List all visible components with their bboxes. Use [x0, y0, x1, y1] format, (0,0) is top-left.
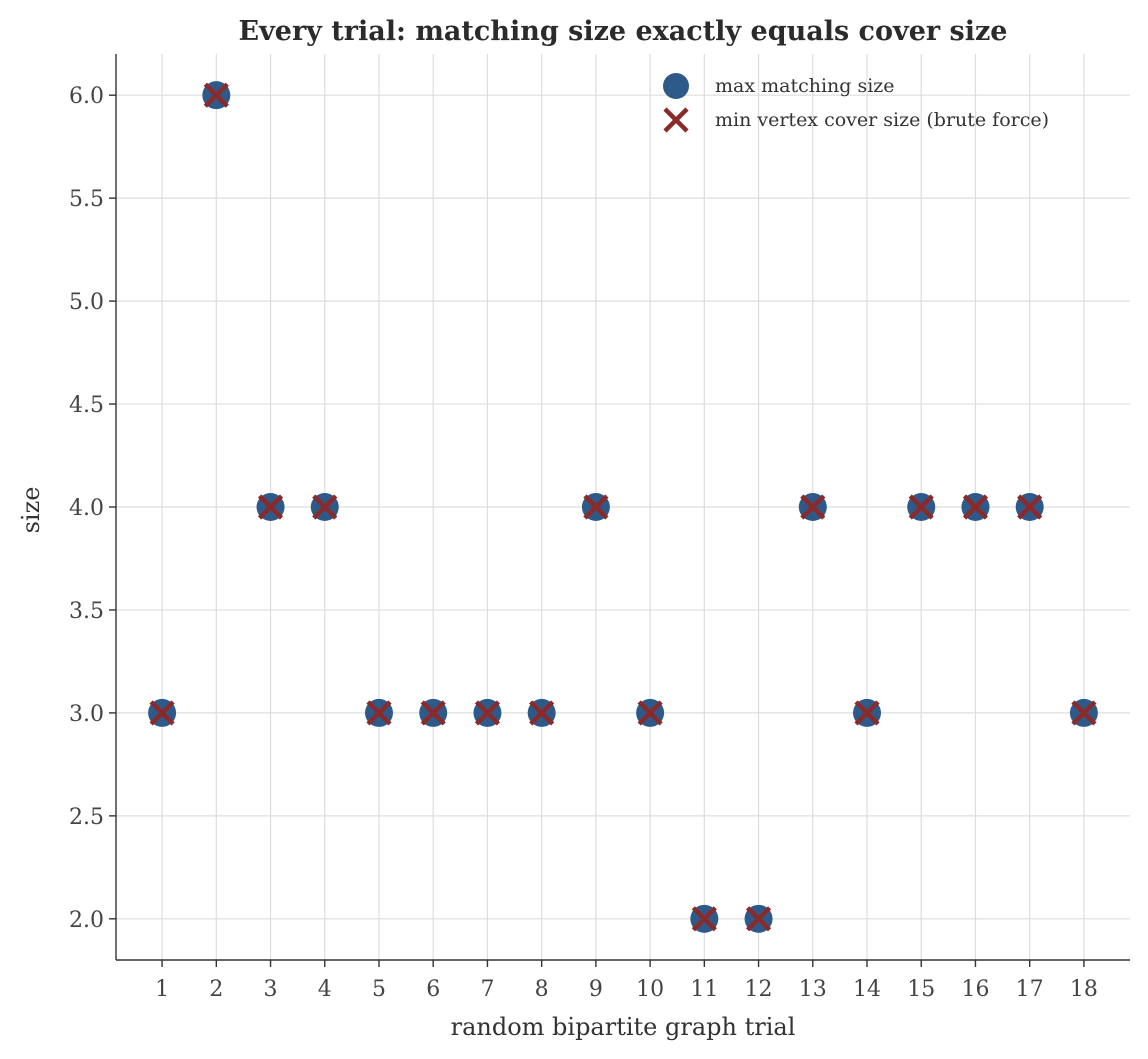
y-tick-label: 3.5 — [69, 599, 104, 624]
x-tick-label: 1 — [155, 977, 169, 1002]
cover-point — [962, 494, 989, 520]
cover-point — [529, 700, 555, 726]
cover-point — [691, 906, 717, 932]
y-axis-ticks: 2.0 2.5 3.0 3.5 4.0 4.5 5.0 5.5 6.0 — [69, 84, 116, 933]
x-tick-label: 9 — [589, 977, 603, 1002]
x-tick-label: 7 — [480, 977, 494, 1002]
y-tick-label: 4.5 — [69, 393, 104, 418]
x-tick-label: 15 — [907, 977, 935, 1002]
cover-point — [854, 700, 880, 726]
cover-point — [366, 700, 392, 726]
cover-point — [203, 82, 229, 108]
legend-marker-x — [663, 107, 689, 133]
x-tick-label: 10 — [636, 977, 664, 1002]
y-tick-label: 5.0 — [69, 290, 104, 315]
x-tick-label: 2 — [209, 977, 223, 1002]
cover-point — [583, 494, 609, 520]
cover-point — [420, 700, 446, 726]
x-tick-label: 5 — [372, 977, 386, 1002]
y-tick-label: 2.0 — [69, 908, 104, 933]
y-tick-label: 5.5 — [69, 187, 104, 212]
cover-point — [149, 700, 175, 726]
x-tick-label: 3 — [264, 977, 278, 1002]
cover-point — [1017, 494, 1043, 520]
y-tick-label: 3.0 — [69, 702, 104, 727]
legend-label: min vertex cover size (brute force) — [715, 109, 1049, 131]
cover-point — [312, 494, 338, 520]
cover-point — [637, 700, 663, 726]
legend-marker-circle — [663, 73, 689, 99]
cover-point — [474, 700, 501, 726]
x-tick-label: 17 — [1016, 977, 1044, 1002]
x-tick-label: 6 — [426, 977, 440, 1002]
legend: max matching size min vertex cover size (… — [663, 73, 1049, 133]
x-axis-ticks: 1 2 3 4 5 6 7 8 9 10 11 12 13 14 15 16 17 18 — [155, 960, 1098, 1002]
chart-title: Every trial: matching size exactly equal… — [239, 16, 1008, 47]
cover-point — [745, 906, 772, 932]
y-tick-label: 6.0 — [69, 84, 104, 109]
data-points — [148, 81, 1098, 933]
cover-point — [257, 494, 284, 520]
x-tick-label: 11 — [690, 977, 718, 1002]
x-tick-label: 12 — [745, 977, 773, 1002]
x-tick-label: 13 — [799, 977, 827, 1002]
y-tick-label: 2.5 — [69, 805, 104, 830]
x-tick-label: 18 — [1070, 977, 1098, 1002]
x-tick-label: 14 — [853, 977, 881, 1002]
cover-point — [908, 494, 934, 520]
x-tick-label: 16 — [961, 977, 989, 1002]
cover-point — [800, 494, 826, 520]
x-tick-label: 4 — [318, 977, 332, 1002]
x-axis-label: random bipartite graph trial — [451, 1013, 796, 1041]
y-tick-label: 4.0 — [69, 496, 104, 521]
x-tick-label: 8 — [535, 977, 549, 1002]
legend-label: max matching size — [715, 75, 895, 97]
y-axis-label: size — [17, 487, 45, 534]
cover-point — [1071, 700, 1097, 726]
